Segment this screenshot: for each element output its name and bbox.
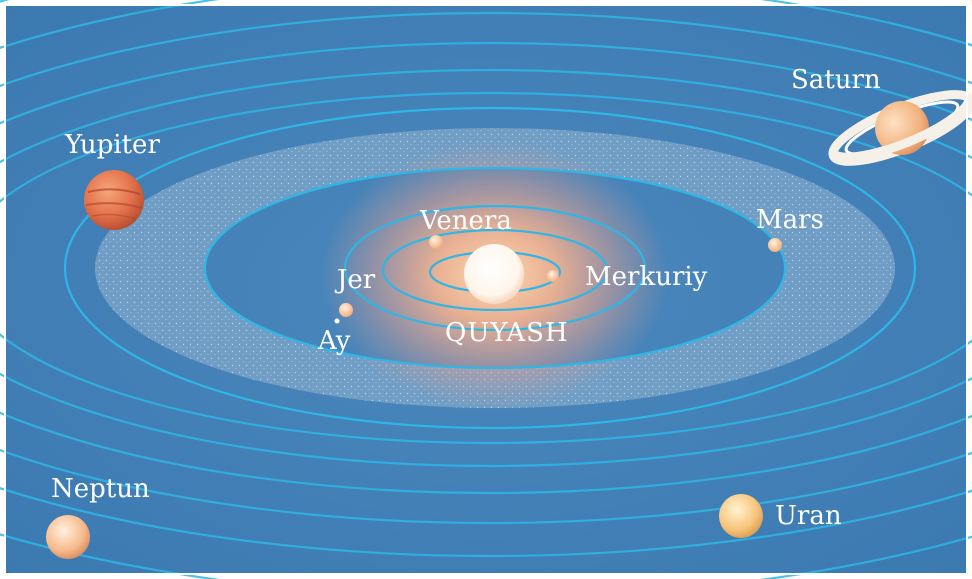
earth-planet xyxy=(339,303,353,317)
uranus-label: Uran xyxy=(775,501,842,531)
moon-label: Ay xyxy=(317,326,351,356)
neptune-label: Neptun xyxy=(51,474,150,504)
sun xyxy=(464,244,524,304)
mercury-planet xyxy=(547,270,559,282)
venus-label: Venera xyxy=(419,206,512,236)
venus-planet xyxy=(429,235,443,249)
neptune-planet xyxy=(46,515,90,559)
mars-planet xyxy=(768,238,782,252)
jupiter-label: Yupiter xyxy=(64,130,160,160)
frame-border xyxy=(4,4,968,575)
earth-label: Jer xyxy=(334,265,376,295)
moon xyxy=(334,318,340,324)
sun-label: QUYASH xyxy=(445,318,569,348)
jupiter-planet xyxy=(84,170,144,230)
jupiter-orbit xyxy=(63,106,917,430)
mercury-label: Merkuriy xyxy=(585,262,708,292)
saturn-label: Saturn xyxy=(791,65,881,95)
saturn-planet xyxy=(828,90,972,166)
mars-label: Mars xyxy=(756,205,824,235)
uranus-planet xyxy=(719,494,763,538)
